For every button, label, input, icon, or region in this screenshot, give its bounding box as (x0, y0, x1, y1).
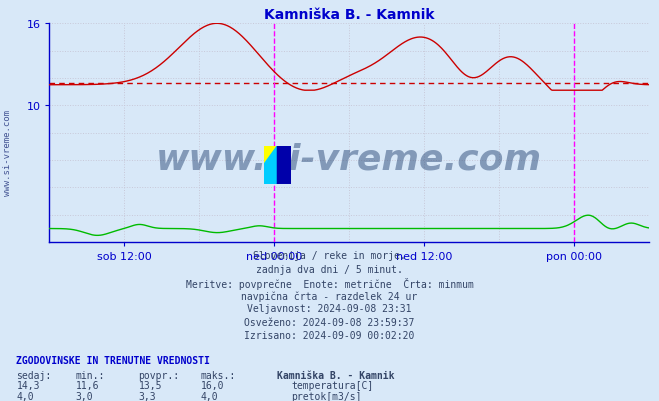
Text: povpr.:: povpr.: (138, 370, 179, 380)
Text: 4,0: 4,0 (16, 391, 34, 401)
Text: Osveženo: 2024-09-08 23:59:37: Osveženo: 2024-09-08 23:59:37 (244, 317, 415, 327)
Text: ZGODOVINSKE IN TRENUTNE VREDNOSTI: ZGODOVINSKE IN TRENUTNE VREDNOSTI (16, 355, 210, 365)
Text: temperatura[C]: temperatura[C] (291, 380, 374, 390)
Text: www.si-vreme.com: www.si-vreme.com (3, 109, 13, 195)
Text: 3,3: 3,3 (138, 391, 156, 401)
Text: Slovenija / reke in morje.: Slovenija / reke in morje. (253, 251, 406, 261)
Text: 16,0: 16,0 (201, 380, 225, 390)
Text: Veljavnost: 2024-09-08 23:31: Veljavnost: 2024-09-08 23:31 (247, 304, 412, 314)
Text: min.:: min.: (76, 370, 105, 380)
Text: Meritve: povprečne  Enote: metrične  Črta: minmum: Meritve: povprečne Enote: metrične Črta:… (186, 277, 473, 289)
Text: 3,0: 3,0 (76, 391, 94, 401)
Text: pretok[m3/s]: pretok[m3/s] (291, 391, 362, 401)
Polygon shape (264, 146, 277, 165)
Text: 14,3: 14,3 (16, 380, 40, 390)
Text: www.si-vreme.com: www.si-vreme.com (156, 143, 542, 176)
Text: 4,0: 4,0 (201, 391, 219, 401)
Text: navpična črta - razdelek 24 ur: navpična črta - razdelek 24 ur (241, 290, 418, 301)
Text: sedaj:: sedaj: (16, 370, 51, 380)
Title: Kamniška B. - Kamnik: Kamniška B. - Kamnik (264, 8, 434, 22)
Text: maks.:: maks.: (201, 370, 236, 380)
Polygon shape (277, 146, 291, 184)
Text: zadnja dva dni / 5 minut.: zadnja dva dni / 5 minut. (256, 264, 403, 274)
Polygon shape (264, 146, 291, 184)
Text: Kamniška B. - Kamnik: Kamniška B. - Kamnik (277, 370, 394, 380)
Text: 13,5: 13,5 (138, 380, 162, 390)
Polygon shape (277, 146, 291, 184)
Text: 11,6: 11,6 (76, 380, 100, 390)
Text: Izrisano: 2024-09-09 00:02:20: Izrisano: 2024-09-09 00:02:20 (244, 330, 415, 340)
